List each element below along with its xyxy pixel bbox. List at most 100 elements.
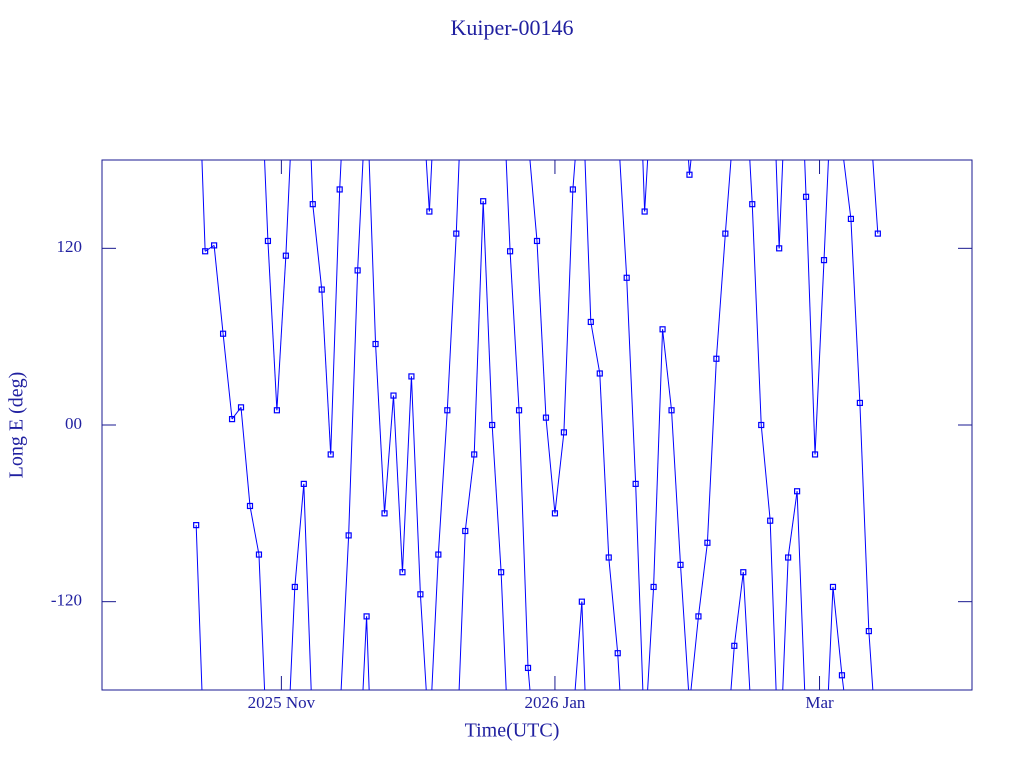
data-point xyxy=(605,554,612,561)
data-line xyxy=(769,159,780,691)
data-line xyxy=(680,159,690,691)
chart-title: Kuiper-00146 xyxy=(451,15,574,40)
data-line xyxy=(222,333,233,420)
data-point xyxy=(237,404,245,411)
data-line xyxy=(563,189,574,433)
data-line xyxy=(482,201,493,426)
data-point xyxy=(695,613,702,620)
data-point xyxy=(650,583,657,591)
data-point xyxy=(794,488,801,495)
data-point xyxy=(668,407,675,414)
data-line xyxy=(653,329,664,587)
data-point xyxy=(417,591,424,598)
data-point xyxy=(767,517,774,524)
data-line xyxy=(276,255,287,411)
data-point xyxy=(686,171,693,178)
data-point xyxy=(515,407,523,414)
data-line xyxy=(392,395,403,573)
data-line xyxy=(437,410,448,555)
data-line xyxy=(491,424,502,573)
data-line xyxy=(787,491,798,558)
data-point xyxy=(560,429,568,436)
data-point xyxy=(354,267,361,274)
data-line xyxy=(536,240,547,418)
data-point xyxy=(345,532,352,539)
data-line xyxy=(509,251,520,411)
data-line xyxy=(285,159,296,691)
data-line xyxy=(644,159,655,691)
data-line xyxy=(814,260,825,455)
data-point xyxy=(462,527,469,535)
data-line xyxy=(590,321,601,374)
data-point xyxy=(336,186,343,193)
data-point xyxy=(291,583,298,591)
data-line xyxy=(805,196,816,455)
data-point xyxy=(471,451,478,458)
data-point xyxy=(659,326,666,333)
data-point xyxy=(444,407,451,414)
data-point xyxy=(820,257,828,264)
data-point xyxy=(551,510,559,517)
x-tick-label: Mar xyxy=(805,693,834,712)
data-line xyxy=(796,159,807,691)
data-point xyxy=(506,248,514,255)
data-line xyxy=(213,245,224,334)
data-point xyxy=(246,502,254,510)
data-point xyxy=(426,208,433,215)
data-point xyxy=(829,583,837,591)
data-point xyxy=(264,237,272,245)
data-point xyxy=(722,230,729,237)
data-point xyxy=(847,215,855,222)
data-point xyxy=(802,193,810,200)
data-point xyxy=(309,201,316,208)
data-line xyxy=(303,159,314,691)
data-point xyxy=(480,198,487,205)
data-line xyxy=(733,572,744,646)
data-line xyxy=(751,204,762,426)
data-point xyxy=(704,539,711,546)
data-line xyxy=(428,159,439,691)
data-point xyxy=(228,416,236,423)
data-point xyxy=(776,245,783,252)
data-point xyxy=(408,373,415,380)
data-line xyxy=(635,159,646,691)
data-line xyxy=(868,159,879,691)
x-tick-label: 2025 Nov xyxy=(248,693,316,712)
data-point xyxy=(363,613,370,620)
data-point xyxy=(677,561,684,568)
x-axis-label: Time(UTC) xyxy=(465,720,560,742)
data-line xyxy=(742,159,753,691)
data-point xyxy=(255,551,263,558)
data-line xyxy=(697,542,708,617)
data-point xyxy=(542,414,550,421)
data-line xyxy=(778,159,789,691)
data-line xyxy=(348,270,359,536)
data-point xyxy=(874,230,881,237)
data-point xyxy=(865,628,872,635)
data-point xyxy=(811,451,819,458)
data-point xyxy=(211,242,218,249)
y-tick-label: 00 xyxy=(65,414,82,433)
data-point xyxy=(569,186,576,193)
data-point xyxy=(731,642,738,649)
data-line xyxy=(832,586,843,676)
data-point xyxy=(381,510,388,517)
data-point xyxy=(318,286,325,293)
data-point xyxy=(453,230,460,237)
data-line xyxy=(599,373,610,558)
data-line xyxy=(401,376,412,573)
data-line xyxy=(688,159,699,691)
data-line xyxy=(527,159,538,691)
data-line xyxy=(464,454,475,532)
data-point xyxy=(785,554,792,561)
data-line xyxy=(204,244,215,252)
data-line xyxy=(231,407,242,420)
data-line xyxy=(455,159,466,691)
data-point xyxy=(614,650,621,657)
data-line xyxy=(195,159,206,691)
data-line xyxy=(850,218,861,403)
data-point xyxy=(273,407,280,414)
data-line xyxy=(859,402,870,632)
data-point xyxy=(498,569,505,576)
